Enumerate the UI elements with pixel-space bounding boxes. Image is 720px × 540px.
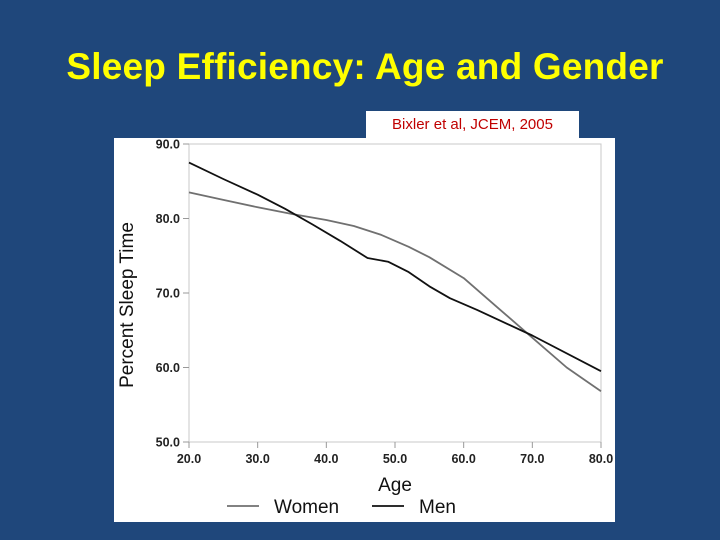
legend-label-women: Women: [274, 497, 339, 518]
legend-label-men: Men: [419, 497, 456, 518]
x-tick-label: 20.0: [177, 452, 201, 466]
x-tick-label: 30.0: [245, 452, 269, 466]
series-line-women: [188, 191, 602, 393]
y-tick-label: 90.0: [156, 138, 180, 152]
y-tick-label: 80.0: [156, 212, 180, 226]
chart-panel: 50.0 60.0 70.0 80.0 90.0 20.0 30.0 40.0 50.0 60.0…: [114, 138, 615, 522]
line-chart: 50.0 60.0 70.0 80.0 90.0 20.0 30.0 40.0 50.0 60.0…: [117, 138, 614, 518]
series-line-men: [188, 161, 602, 372]
citation-label: Bixler et al, JCEM, 2005: [366, 111, 579, 138]
x-axis-title: Age: [378, 475, 412, 496]
plot-frame: [188, 143, 602, 443]
y-tick-label: 60.0: [156, 361, 180, 375]
chart-series: [188, 161, 602, 393]
x-tick-label: 60.0: [451, 452, 475, 466]
x-tick-label: 80.0: [589, 452, 613, 466]
chart-legend: Women Men: [227, 497, 456, 518]
x-tick-label: 50.0: [383, 452, 407, 466]
slide-title: Sleep Efficiency: Age and Gender: [66, 46, 664, 87]
y-tick-label: 70.0: [156, 287, 180, 301]
y-tick-label: 50.0: [156, 436, 180, 450]
chart-axes: 50.0 60.0 70.0 80.0 90.0 20.0 30.0 40.0 50.0 60.0…: [156, 138, 614, 466]
y-axis-title: Percent Sleep Time: [117, 222, 138, 388]
x-tick-label: 70.0: [520, 452, 544, 466]
x-tick-label: 40.0: [314, 452, 338, 466]
